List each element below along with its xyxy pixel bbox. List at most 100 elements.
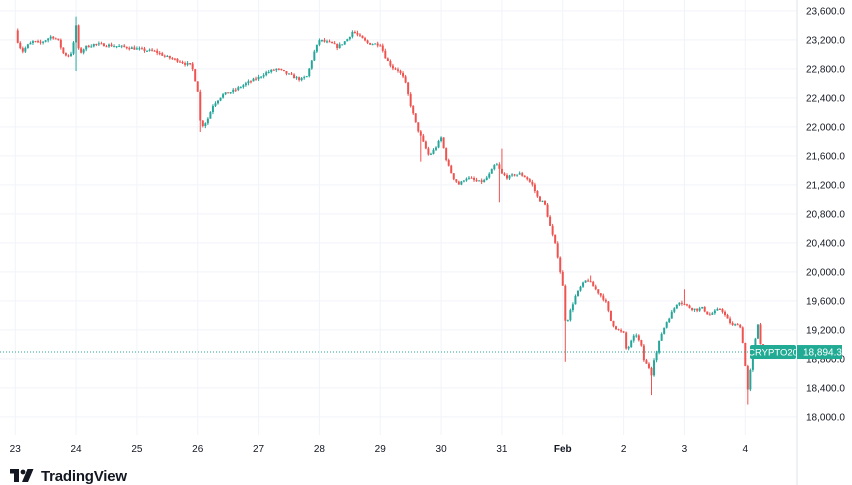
candle-up bbox=[308, 68, 311, 78]
candle-up bbox=[749, 368, 752, 392]
candle-body bbox=[678, 302, 681, 305]
candle-down bbox=[427, 146, 430, 156]
candle-body bbox=[729, 318, 732, 324]
candle-down bbox=[358, 33, 361, 38]
candle-down bbox=[554, 234, 557, 244]
candle-down bbox=[739, 323, 742, 329]
candle-up bbox=[211, 104, 214, 115]
candle-body bbox=[247, 81, 250, 84]
candle-body bbox=[478, 180, 481, 182]
candle-body bbox=[673, 308, 676, 312]
candle-body bbox=[346, 39, 349, 42]
candle-body bbox=[237, 87, 240, 90]
candle-up bbox=[326, 39, 329, 44]
candle-body bbox=[290, 73, 293, 75]
candle-down bbox=[52, 36, 55, 40]
candle-body bbox=[34, 41, 37, 43]
candle-body bbox=[663, 327, 666, 334]
candle-up bbox=[29, 41, 32, 45]
candle-up bbox=[69, 51, 72, 57]
y-tick-label: 21,600.0 bbox=[806, 151, 845, 162]
candle-down bbox=[475, 177, 478, 182]
candle-down bbox=[559, 256, 562, 274]
candle-down bbox=[589, 275, 592, 283]
candle-down bbox=[607, 300, 610, 313]
candle-down bbox=[110, 42, 113, 47]
candle-body bbox=[95, 44, 98, 46]
candle-body bbox=[125, 46, 128, 49]
candle-body bbox=[113, 46, 116, 48]
candle-up bbox=[219, 97, 222, 102]
candle-up bbox=[209, 111, 212, 119]
candle-body bbox=[693, 308, 696, 310]
candle-body bbox=[429, 153, 432, 155]
candle-down bbox=[498, 162, 501, 203]
candle-up bbox=[242, 83, 245, 89]
candle-up bbox=[262, 73, 265, 79]
candle-down bbox=[445, 147, 448, 162]
candle-body bbox=[513, 174, 516, 176]
candle-body bbox=[457, 181, 460, 185]
x-tick-label: 30 bbox=[436, 444, 448, 455]
candle-down bbox=[161, 51, 164, 57]
candle-down bbox=[599, 292, 602, 298]
candle-down bbox=[538, 195, 541, 202]
candle-down bbox=[163, 54, 166, 58]
candle-body bbox=[462, 180, 465, 182]
candle-body bbox=[630, 340, 633, 348]
candle-body bbox=[721, 309, 724, 312]
candle-body bbox=[87, 45, 90, 48]
candle-up bbox=[571, 302, 574, 313]
candle-down bbox=[158, 51, 161, 56]
y-axis[interactable]: 23,600.0 23,200.0 22,800.0 22,400.0 22,000.0… bbox=[806, 6, 845, 423]
candle-up bbox=[237, 85, 240, 92]
candle-down bbox=[708, 312, 711, 316]
candle-down bbox=[19, 41, 22, 50]
candle-down bbox=[399, 69, 402, 75]
candle-body bbox=[544, 200, 547, 205]
candle-up bbox=[698, 306, 701, 312]
candle-up bbox=[541, 200, 544, 203]
candle-body bbox=[277, 68, 280, 70]
candle-body bbox=[282, 69, 285, 72]
candle-down bbox=[140, 46, 143, 50]
candle-body bbox=[108, 44, 111, 47]
candle-down bbox=[285, 70, 288, 76]
candle-body bbox=[229, 92, 232, 94]
candle-body bbox=[576, 290, 579, 297]
x-axis[interactable]: 23 24 25 26 27 28 29 30 31 Feb 2 3 4 bbox=[10, 444, 749, 455]
candle-body bbox=[315, 44, 318, 52]
candle-down bbox=[442, 137, 445, 149]
candle-up bbox=[148, 48, 151, 52]
candle-up bbox=[665, 321, 668, 329]
candle-up bbox=[166, 54, 169, 57]
candle-up bbox=[244, 81, 247, 87]
candle-down bbox=[336, 43, 339, 51]
x-tick-label: 3 bbox=[682, 444, 688, 455]
candle-body bbox=[640, 340, 643, 346]
candle-body bbox=[756, 324, 759, 339]
candle-body bbox=[759, 324, 762, 345]
candle-body bbox=[249, 81, 252, 83]
candle-body bbox=[404, 76, 407, 83]
candle-up bbox=[85, 45, 88, 52]
candle-up bbox=[576, 290, 579, 297]
candle-body bbox=[62, 47, 65, 54]
candle-body bbox=[21, 48, 24, 52]
candle-body bbox=[675, 304, 678, 309]
candle-body bbox=[100, 43, 103, 45]
candle-body bbox=[217, 100, 220, 104]
tradingview-brand[interactable]: TradingView bbox=[10, 468, 127, 485]
candle-down bbox=[54, 37, 57, 40]
candle-body bbox=[526, 177, 529, 180]
candle-body bbox=[295, 77, 298, 79]
candle-body bbox=[90, 46, 93, 48]
candle-body bbox=[442, 137, 445, 149]
candle-body bbox=[561, 271, 564, 286]
candle-down bbox=[59, 38, 62, 50]
candle-up bbox=[341, 44, 344, 46]
candle-body bbox=[615, 326, 618, 330]
candle-up bbox=[222, 92, 225, 99]
candle-up bbox=[214, 101, 217, 108]
